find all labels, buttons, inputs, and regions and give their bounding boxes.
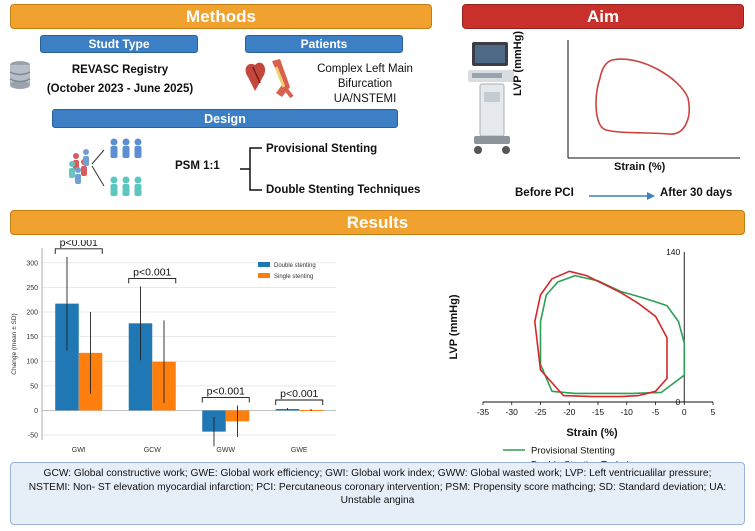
aim-banner: Aim	[462, 4, 744, 29]
legend-label: Provisional Stenting	[531, 446, 615, 457]
legend-label: Single stenting	[274, 274, 313, 280]
patient-groups-icon	[69, 138, 142, 196]
timeline-arrow	[589, 192, 655, 200]
y-tick-label: 50	[30, 383, 38, 390]
arm-double: Double Stenting Techniques	[266, 184, 421, 196]
x-tick-label: -30	[506, 407, 519, 417]
legend-swatch	[258, 273, 270, 278]
timeline-end: After 30 days	[660, 187, 733, 199]
results-title: Results	[346, 212, 409, 232]
y-tick-label: 140	[666, 247, 680, 257]
p-value-label: p<0.001	[280, 388, 318, 400]
bar	[55, 303, 79, 411]
aim-y-label: LVP (mmHg)	[512, 31, 524, 96]
legend-swatch	[258, 262, 270, 267]
x-tick-label: -15	[592, 407, 605, 417]
aim-x-label: Strain (%)	[614, 161, 666, 173]
y-axis-label: Change (mean ± SD)	[11, 313, 18, 374]
database-icon	[9, 61, 31, 89]
y-tick-label: 100	[26, 359, 38, 366]
study-type-text: Studt Type	[88, 37, 150, 51]
pv-loop-chart: -35 -30 -25 -20 -15 -10 -5 0 5 0 140 Strain (%) LVP …	[448, 247, 716, 463]
patients-text: Patients	[300, 37, 348, 51]
p-value-label: p<0.001	[60, 240, 98, 249]
pv-loop-double	[534, 270, 668, 398]
design-label: Design	[52, 109, 398, 128]
significance-bracket	[201, 397, 250, 403]
significance-bracket	[128, 277, 177, 284]
arm-provisional: Provisional Stenting	[266, 143, 378, 155]
x-tick-label: -35	[477, 407, 490, 417]
y-tick-label: 200	[26, 310, 38, 317]
patients-line-1: Complex Left Main	[317, 63, 413, 75]
bar-chart: -50 0 50 100 150 200 250 300 Change (mean ± SD) G…	[11, 240, 336, 454]
bar	[128, 323, 153, 411]
x-tick-label: 0	[682, 407, 687, 417]
category-label: GWE	[291, 447, 308, 454]
y-tick-label: 300	[26, 260, 38, 267]
legend-label: Double stenting	[274, 263, 316, 269]
heart-artery-icon	[245, 59, 294, 99]
design-text: Design	[204, 111, 246, 126]
results-banner: Results	[10, 210, 745, 235]
legend-label: Double Stenting Technique	[531, 460, 644, 463]
design-bracket	[240, 147, 262, 191]
aim-pv-loop-diagram	[567, 40, 740, 159]
significance-bracket	[54, 248, 103, 254]
y-tick-label: 250	[26, 285, 38, 292]
abbreviations-text: GCW: Global constructive work; GWE: Glob…	[28, 468, 727, 506]
x-tick-label: -25	[534, 407, 547, 417]
x-tick-label: -5	[652, 407, 660, 417]
patients-line-3: UA/NSTEMI	[333, 93, 397, 105]
echo-machine-icon	[468, 42, 514, 154]
registry-period: (October 2023 - June 2025)	[46, 83, 194, 95]
registry-name: REVASC Registry	[71, 64, 169, 76]
timeline-start: Before PCI	[515, 187, 574, 199]
patients-label: Patients	[245, 35, 403, 53]
x-tick-label: -10	[621, 407, 634, 417]
p-value-label: p<0.001	[133, 266, 171, 278]
category-label: GWI	[72, 447, 86, 454]
aim-loop-curve	[595, 58, 690, 135]
study-type-label: Studt Type	[40, 35, 198, 53]
p-value-label: p<0.001	[207, 386, 245, 398]
methods-banner: Methods	[10, 4, 432, 29]
significance-bracket	[275, 399, 324, 405]
patients-line-2: Bifurcation	[337, 78, 393, 90]
aim-title: Aim	[586, 6, 620, 26]
y-tick-label: 0	[676, 397, 681, 407]
y-axis-label: LVP (mmHg)	[448, 294, 460, 359]
x-tick-label: 5	[711, 407, 716, 417]
category-label: GCW	[144, 447, 162, 454]
y-tick-label: 150	[26, 334, 38, 341]
x-axis-label: Strain (%)	[566, 427, 618, 439]
pv-loop-provisional	[539, 274, 686, 395]
abbreviations-box: GCW: Global constructive work; GWE: Glob…	[10, 462, 745, 525]
y-tick-label: 0	[34, 408, 38, 415]
methods-title: Methods	[186, 6, 256, 26]
psm-ratio: PSM 1:1	[175, 160, 220, 172]
x-tick-label: -20	[563, 407, 576, 417]
y-tick-label: -50	[28, 433, 38, 440]
category-label: GWW	[216, 447, 235, 454]
